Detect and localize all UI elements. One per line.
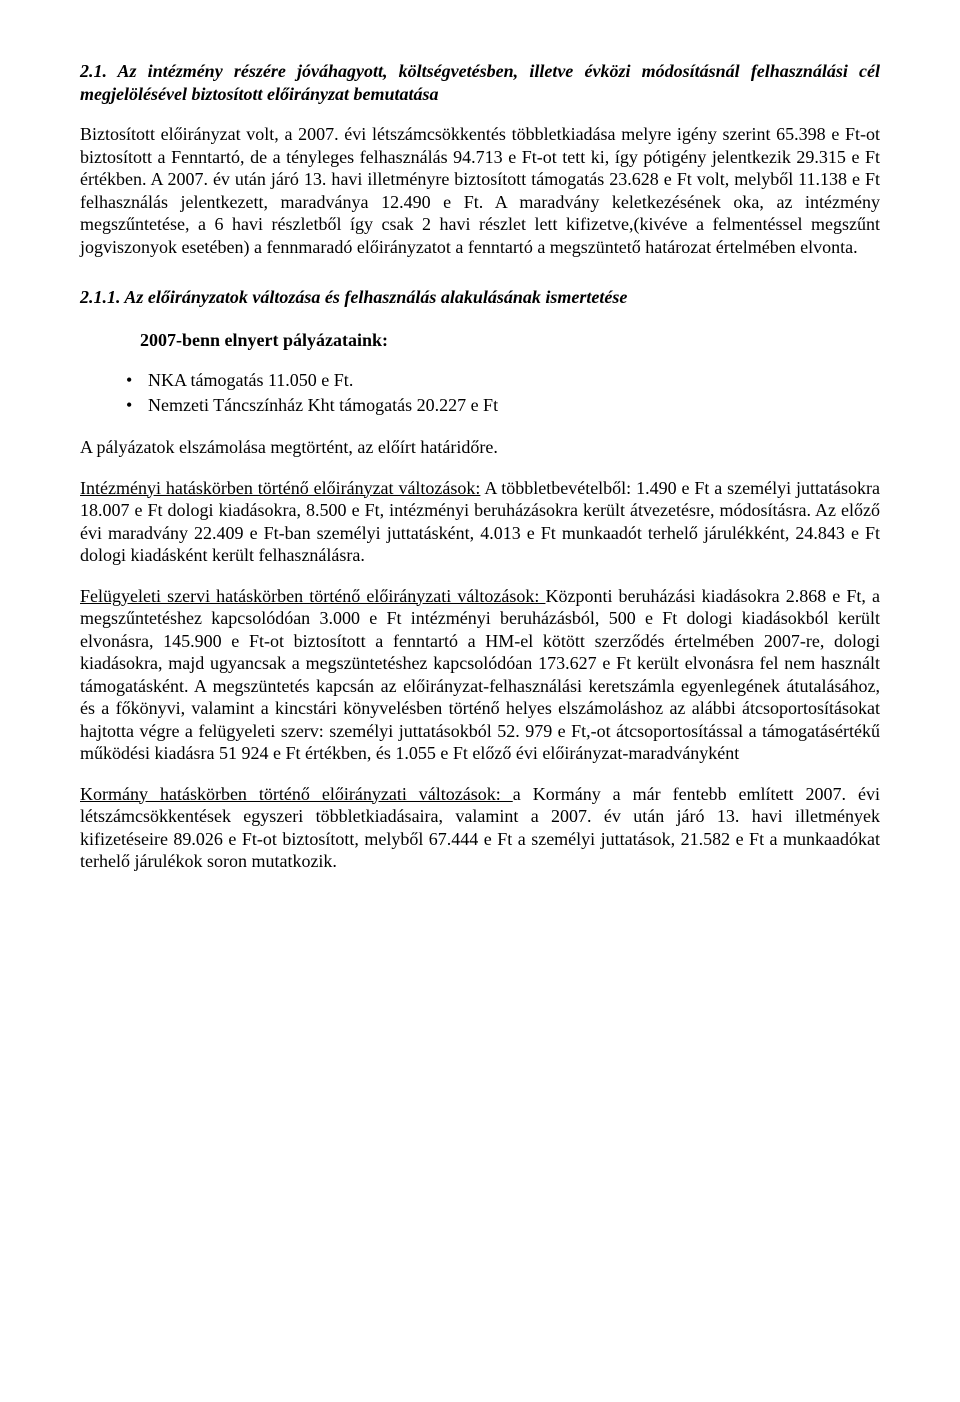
list-item: Nemzeti Táncszínház Kht támogatás 20.227… [120,394,880,417]
underline-intezmenyi: Intézményi hatáskörben történő előirányz… [80,478,480,498]
text-felugyeleti-rest: Központi beruházási kiadásokra 2.868 e F… [80,586,880,764]
bullet-list: NKA támogatás 11.050 e Ft. Nemzeti Táncs… [120,369,880,416]
list-item: NKA támogatás 11.050 e Ft. [120,369,880,392]
paragraph-biztositott: Biztosított előirányzat volt, a 2007. év… [80,123,880,258]
subhead-palyazataink: 2007-benn elnyert pályázataink: [140,329,880,352]
heading-2-1: 2.1. Az intézmény részére jóváhagyott, k… [80,60,880,105]
paragraph-felugyeleti-hataskor: Felügyeleti szervi hatáskörben történő e… [80,585,880,765]
underline-kormany: Kormány hatáskörben történő előirányzati… [80,784,513,804]
paragraph-palyazatok-elszamolasa: A pályázatok elszámolása megtörtént, az … [80,436,880,459]
heading-2-1-1: 2.1.1. Az előirányzatok változása és fel… [80,286,880,309]
paragraph-kormany-hataskor: Kormány hatáskörben történő előirányzati… [80,783,880,873]
paragraph-intezmenyi-hataskor: Intézményi hatáskörben történő előirányz… [80,477,880,567]
underline-felugyeleti: Felügyeleti szervi hatáskörben történő e… [80,586,545,606]
